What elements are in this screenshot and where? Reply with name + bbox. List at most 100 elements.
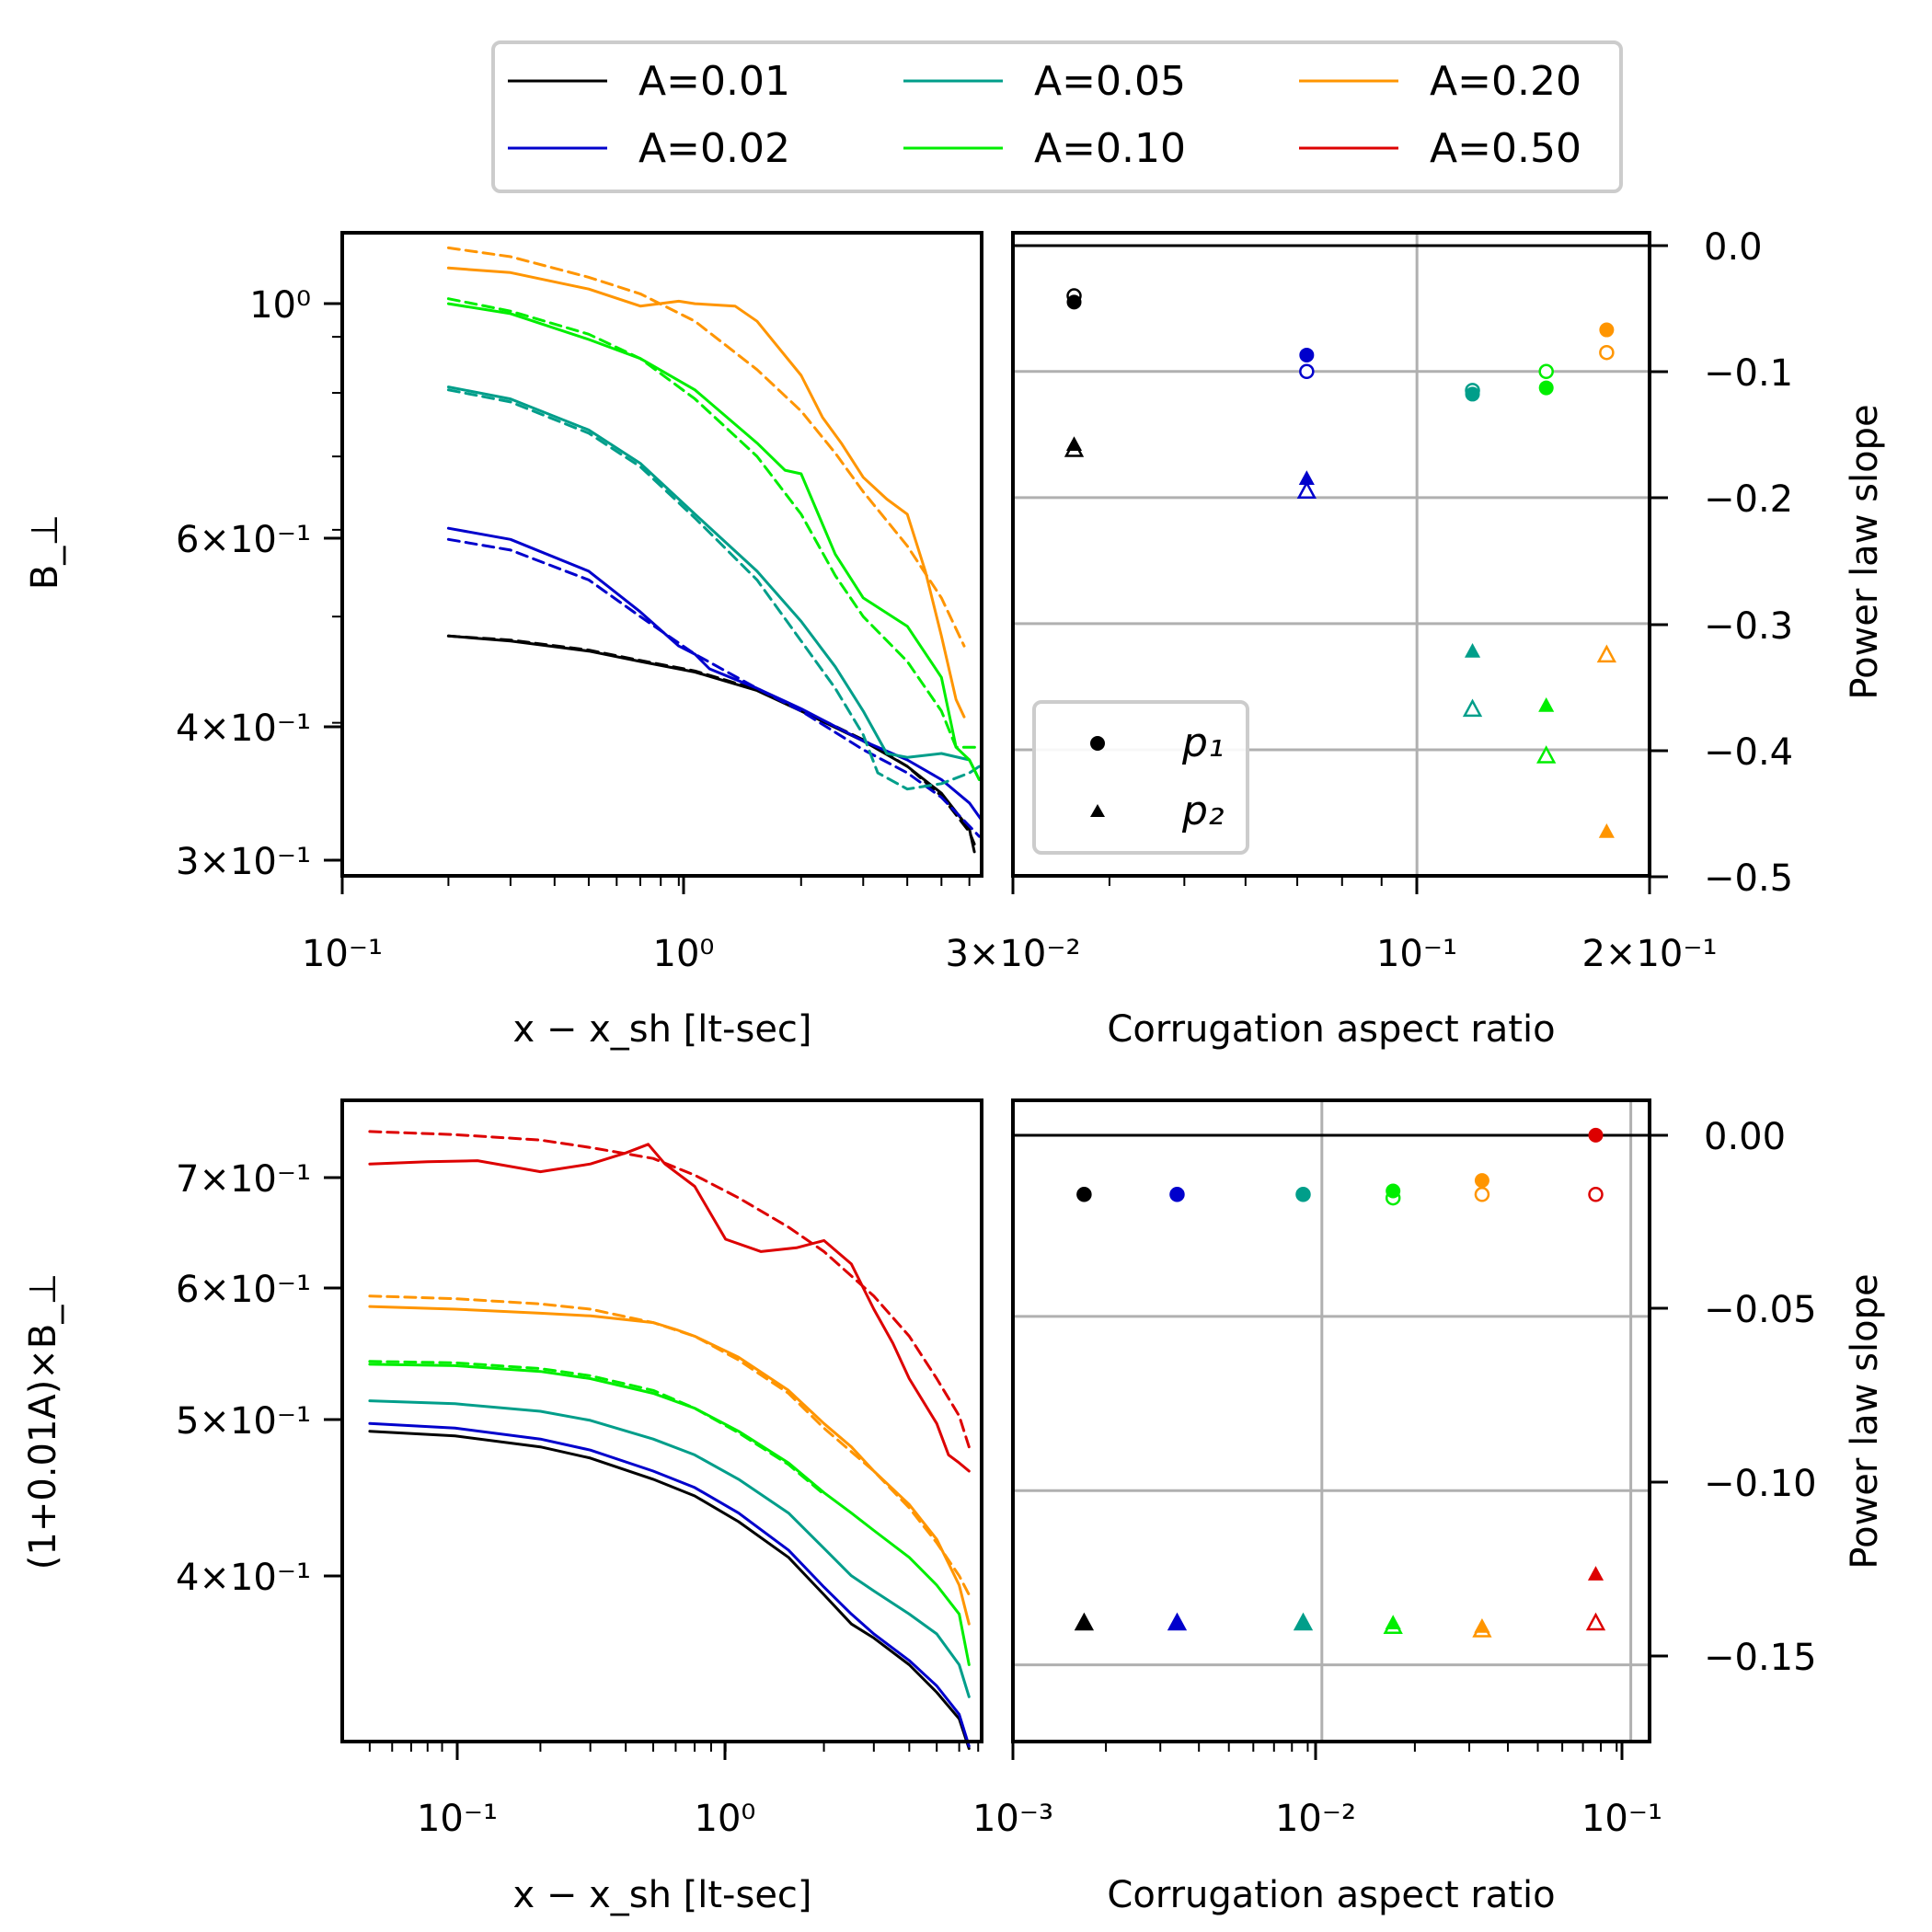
top-right-a020-p2-marker — [1598, 823, 1615, 838]
inner-legend-circle-marker — [1090, 736, 1105, 751]
top-left-ylabel: B_⊥ — [24, 514, 66, 590]
inner-legend-label-p2: p₂ — [1181, 788, 1225, 834]
bottom-right-ytick-label-1: 0.00 — [1704, 1116, 1786, 1158]
bottom-left-line-a010-dashed — [368, 1360, 826, 1496]
bottom-left-xtick-label-2: 10⁰ — [695, 1798, 756, 1840]
top-right-a002-p2-fit-marker — [1296, 480, 1317, 499]
inner-legend-triangle-marker — [1090, 804, 1105, 817]
bottom-left-line-a010-solid — [368, 1363, 971, 1666]
bottom-right-a050-p2-fit-marker — [1585, 1612, 1606, 1631]
bottom-right-a050-p2-marker — [1587, 1566, 1604, 1581]
bottom-right-a001-p1-marker — [1076, 1187, 1092, 1202]
inner-legend-label-p1: p₁ — [1181, 719, 1225, 766]
top-right-a010-p1-fit-marker — [1538, 363, 1554, 380]
bottom-left-line-a002-solid — [368, 1421, 971, 1748]
bottom-right-a002-p1-marker — [1169, 1187, 1185, 1202]
bottom-left-ytick-label-1: 7×10⁻¹ — [176, 1158, 311, 1201]
legend-label-a005: A=0.05 — [1034, 58, 1186, 105]
bottom-left-panel: 10⁻¹ 10⁰ 7×10⁻¹ 6×10⁻¹ 5×10⁻¹ 4×10⁻¹ x −… — [22, 1098, 983, 1916]
top-right-ytick-label-3: −0.2 — [1704, 478, 1793, 521]
top-right-xtick-label-3: 2×10⁻¹ — [1581, 933, 1717, 975]
top-right-xtick-label-1: 3×10⁻² — [945, 933, 1080, 975]
bottom-right-grid — [1013, 1100, 1650, 1742]
bottom-right-a020-p1-fit-marker — [1474, 1187, 1490, 1202]
top-left-axes-frame — [340, 231, 983, 878]
bottom-right-a002-p2-marker — [1168, 1615, 1186, 1629]
top-left-line-a020-solid — [446, 266, 966, 719]
top-right-a002-p1-fit-marker — [1299, 363, 1315, 380]
top-right-a005-p1-marker — [1465, 386, 1480, 402]
top-right-a010-p1-marker — [1538, 380, 1554, 396]
top-left-line-a010-dashed — [446, 297, 981, 749]
top-left-line-a002-solid — [446, 526, 983, 822]
top-left-xtick-label-1: 10⁻¹ — [302, 933, 383, 975]
legend-label-a001: A=0.01 — [638, 58, 790, 105]
bottom-right-ytick-label-2: −0.05 — [1704, 1289, 1817, 1331]
bottom-left-ytick-label-2: 6×10⁻¹ — [176, 1269, 311, 1311]
bottom-right-a010-p1-marker — [1386, 1183, 1401, 1199]
top-right-ytick-label-6: −0.5 — [1704, 857, 1793, 900]
top-left-xlabel: x − x_sh [lt-sec] — [512, 1008, 811, 1051]
bottom-right-a050-p1-marker — [1588, 1127, 1604, 1143]
top-right-a020-p1-fit-marker — [1599, 344, 1615, 361]
top-left-line-a010-solid — [446, 302, 981, 781]
legend-label-a002: A=0.02 — [638, 125, 790, 172]
top-right-xlabel: Corrugation aspect ratio — [1107, 1008, 1555, 1051]
top-right-ytick-label-4: −0.3 — [1704, 605, 1793, 648]
bottom-right-a020-p1-marker — [1474, 1173, 1489, 1189]
legend: A=0.01 A=0.02 A=0.05 A=0.10 A=0.20 A=0.5… — [491, 40, 1623, 193]
bottom-left-ytick-label-3: 5×10⁻¹ — [176, 1400, 311, 1443]
bottom-right-axes-frame — [1011, 1098, 1651, 1743]
bottom-right-a020-p2-marker — [1474, 1617, 1490, 1633]
top-right-ylabel: Power law slope — [1844, 404, 1886, 699]
top-right-a002-p2-marker — [1298, 470, 1315, 486]
top-left-line-a005-dashed — [446, 388, 981, 791]
bottom-left-ylabel: (1+0.01A)×B_⊥ — [22, 1273, 64, 1570]
top-right-a010-p2-fit-marker — [1536, 745, 1557, 764]
top-right-ytick-label-2: −0.1 — [1704, 352, 1793, 395]
bottom-right-ylabel: Power law slope — [1844, 1273, 1886, 1569]
top-left-line-a005-solid — [446, 385, 981, 781]
legend-label-a050: A=0.50 — [1430, 125, 1581, 172]
top-right-a010-p2-marker — [1538, 696, 1555, 712]
bottom-left-line-a001-solid — [368, 1430, 971, 1751]
legend-label-a020: A=0.20 — [1430, 58, 1581, 105]
bottom-right-xtick-label-3: 10⁻¹ — [1581, 1798, 1662, 1840]
top-right-a020-p2-fit-marker — [1596, 644, 1617, 663]
bottom-right-ytick-label-4: −0.15 — [1704, 1637, 1817, 1679]
inner-legend-frame — [1032, 700, 1249, 855]
bottom-left-xtick-label-1: 10⁻¹ — [417, 1798, 498, 1840]
bottom-left-line-a020-solid — [368, 1305, 971, 1626]
legend-label-a010: A=0.10 — [1034, 125, 1186, 172]
top-left-line-a002-dashed — [446, 537, 981, 838]
top-right-a020-p1-marker — [1599, 322, 1615, 338]
bottom-right-a001-p2-marker — [1075, 1615, 1092, 1629]
bottom-right-panel: 10⁻³ 10⁻² 10⁻¹ 0.00 −0.05 −0.10 −0.15 Co… — [972, 1098, 1886, 1916]
top-right-a001-p1-marker — [1066, 294, 1082, 310]
bottom-right-a050-p1-fit-marker — [1588, 1187, 1604, 1202]
top-right-inner-legend: p₁ p₂ — [1032, 700, 1249, 855]
bottom-left-line-a020-dashed — [368, 1294, 971, 1596]
top-right-a002-p1-marker — [1299, 347, 1315, 362]
top-right-a005-p2-fit-marker — [1462, 698, 1483, 718]
top-right-xtick-label-2: 10⁻¹ — [1376, 933, 1457, 975]
bottom-right-a010-p2-marker — [1385, 1615, 1401, 1629]
top-right-a005-p2-marker — [1464, 643, 1481, 658]
bottom-right-xlabel: Corrugation aspect ratio — [1107, 1874, 1555, 1916]
top-left-panel: 10⁻¹ 10⁰ 10⁰ 6×10⁻¹ 4×10⁻¹ 3×10⁻¹ x − x_… — [24, 231, 983, 1051]
bottom-left-line-a005-solid — [368, 1399, 971, 1698]
top-left-ytick-label-1: 10⁰ — [249, 284, 311, 327]
top-left-ytick-label-3: 4×10⁻¹ — [176, 707, 311, 750]
bottom-left-ytick-label-4: 4×10⁻¹ — [176, 1557, 311, 1599]
bottom-right-ytick-label-3: −0.10 — [1704, 1463, 1817, 1505]
bottom-left-line-a050-dashed — [368, 1130, 971, 1449]
top-right-ytick-label-5: −0.4 — [1704, 731, 1793, 774]
bottom-left-line-a050-solid — [368, 1143, 971, 1473]
bottom-left-xlabel: x − x_sh [lt-sec] — [512, 1874, 811, 1916]
top-left-ytick-label-2: 6×10⁻¹ — [176, 519, 311, 561]
top-left-xtick-label-2: 10⁰ — [653, 933, 715, 975]
top-left-line-a020-dashed — [446, 246, 966, 648]
top-left-ytick-label-4: 3×10⁻¹ — [176, 841, 311, 883]
bottom-right-xtick-label-2: 10⁻² — [1275, 1798, 1356, 1840]
